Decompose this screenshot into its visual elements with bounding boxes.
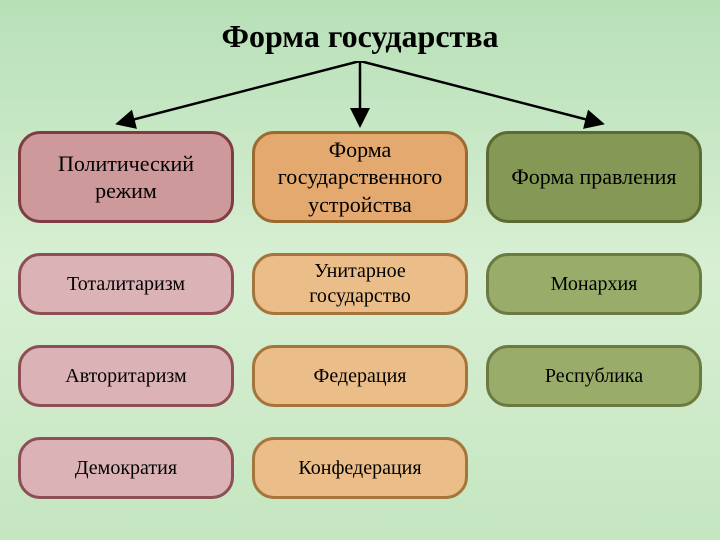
diagram-grid: Политический режим Форма государственног… (0, 131, 720, 519)
column-header-government: Форма правления (486, 131, 702, 223)
arrows-svg (0, 61, 720, 131)
cell-federation: Федерация (252, 345, 468, 407)
cell-republic: Республика (486, 345, 702, 407)
cell-monarchy: Монархия (486, 253, 702, 315)
cell-authoritarianism: Авторитаризм (18, 345, 234, 407)
cell-totalitarianism: Тоталитаризм (18, 253, 234, 315)
column-header-regime: Политический режим (18, 131, 234, 223)
cell-democracy: Демократия (18, 437, 234, 499)
cell-confederation: Конфедерация (252, 437, 468, 499)
branch-arrows (0, 61, 720, 131)
diagram-title: Форма государства (0, 0, 720, 61)
column-header-structure: Форма государственного устройства (252, 131, 468, 223)
cell-unitary-state: Унитарное государство (252, 253, 468, 315)
